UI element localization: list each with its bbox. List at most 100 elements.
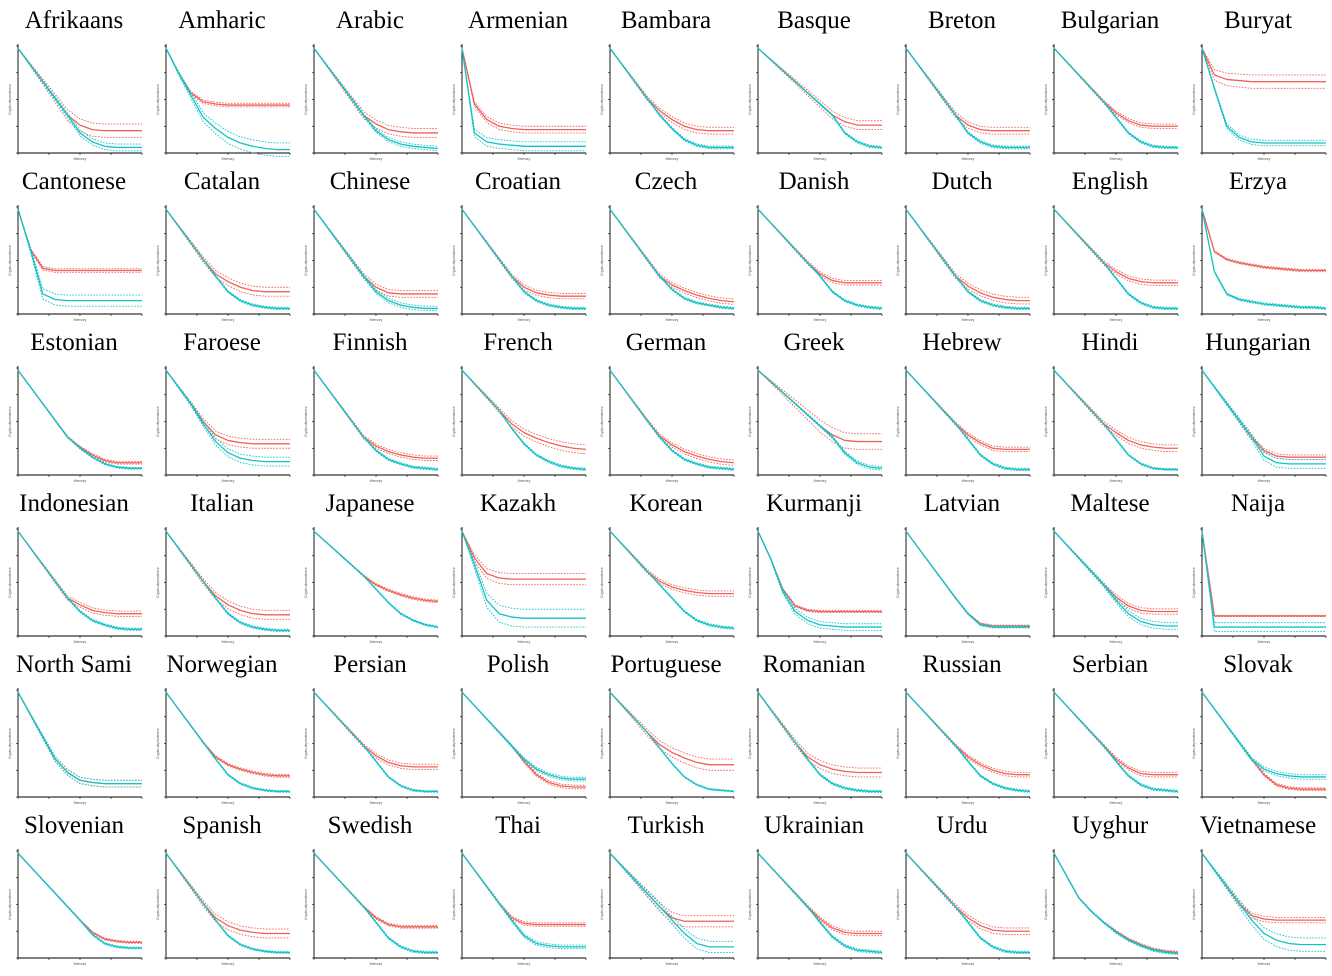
panel-title: Italian bbox=[190, 490, 254, 517]
panel-title: Persian bbox=[333, 651, 407, 678]
series-red-band-line bbox=[17, 47, 142, 125]
panel-title: Maltese bbox=[1070, 490, 1150, 517]
x-axis-label: Memory bbox=[1110, 640, 1123, 644]
series-red-band-line bbox=[1201, 691, 1326, 791]
panel-plot: Memory Crypto-dependence bbox=[1192, 688, 1327, 805]
y-axis-label: Crypto-dependence bbox=[1044, 84, 1048, 115]
panel-title: Latvian bbox=[923, 490, 1001, 517]
chart-panel: Finnish Memory Crypto-dependence bbox=[296, 322, 444, 483]
x-axis-label: Memory bbox=[518, 318, 531, 322]
series-teal-band-line bbox=[313, 47, 439, 152]
y-axis-label: Crypto-dependence bbox=[156, 84, 160, 115]
panel-plot: Memory Crypto-dependence bbox=[452, 44, 587, 161]
series-red-band-line bbox=[461, 691, 586, 790]
series-red-band-line bbox=[313, 530, 439, 604]
series-teal-band-line bbox=[609, 208, 735, 308]
panel-plot: Memory Crypto-dependence bbox=[748, 366, 883, 483]
series-red-band-line bbox=[313, 369, 438, 461]
chart-panel: Latvian Memory Crypto-dependence bbox=[888, 483, 1036, 644]
y-axis-label: Crypto-dependence bbox=[600, 728, 604, 759]
y-axis-label: Crypto-dependence bbox=[452, 728, 456, 759]
series-red-line bbox=[313, 208, 438, 295]
series-red-band-line bbox=[609, 530, 734, 597]
series-red-band-line bbox=[757, 531, 882, 611]
chart-panel: Portuguese Memory Crypto-dependence bbox=[592, 644, 740, 805]
series-red-band-line bbox=[905, 691, 1030, 773]
series-teal-band-line bbox=[1053, 369, 1178, 469]
series-red-line bbox=[757, 369, 882, 443]
panel-title: English bbox=[1071, 168, 1149, 195]
series-teal-band-line bbox=[165, 48, 290, 144]
series-teal-band-line bbox=[905, 47, 1030, 150]
series-red-line bbox=[313, 691, 438, 768]
y-axis-label: Crypto-dependence bbox=[156, 245, 160, 276]
series-red-band-line bbox=[17, 530, 142, 612]
series-red-band-line bbox=[1201, 48, 1326, 89]
series-teal-line bbox=[609, 369, 735, 471]
series-teal-line bbox=[17, 691, 142, 785]
y-axis-label: Crypto-dependence bbox=[1192, 567, 1196, 598]
x-axis-label: Memory bbox=[814, 479, 827, 483]
series-red-band-line bbox=[609, 47, 734, 128]
series-teal-band-line bbox=[17, 530, 142, 631]
panel-plot: Memory Crypto-dependence bbox=[8, 44, 143, 161]
series-teal-band-line bbox=[1053, 530, 1178, 624]
panel-plot: Memory Crypto-dependence bbox=[156, 205, 291, 322]
y-axis-label: Crypto-dependence bbox=[748, 889, 752, 920]
x-axis-label: Memory bbox=[74, 318, 87, 322]
panel-title: Afrikaans bbox=[24, 7, 124, 34]
panel-plot: Memory Crypto-dependence bbox=[8, 849, 143, 966]
series-red-band-line bbox=[1053, 853, 1179, 954]
y-axis-label: Crypto-dependence bbox=[1192, 406, 1196, 437]
x-axis-label: Memory bbox=[1258, 640, 1271, 644]
series-teal-band-line bbox=[17, 852, 142, 950]
y-axis-label: Crypto-dependence bbox=[156, 889, 160, 920]
series-red-band-line bbox=[905, 47, 1030, 128]
x-axis-label: Memory bbox=[962, 157, 975, 161]
panel-plot: Memory Crypto-dependence bbox=[8, 205, 143, 322]
series-teal-band-line bbox=[757, 852, 883, 952]
series-teal-band-line bbox=[165, 530, 290, 632]
x-axis-label: Memory bbox=[1110, 318, 1123, 322]
series-teal-line bbox=[1053, 369, 1178, 471]
series-red-line bbox=[17, 852, 142, 944]
series-teal-band-line bbox=[461, 531, 586, 610]
y-axis-label: Crypto-dependence bbox=[1044, 889, 1048, 920]
series-teal-band-line bbox=[609, 208, 735, 310]
series-teal-line bbox=[905, 369, 1030, 471]
panel-title: Serbian bbox=[1071, 651, 1149, 678]
y-axis-label: Crypto-dependence bbox=[600, 245, 604, 276]
x-axis-label: Memory bbox=[1110, 157, 1123, 161]
series-teal-line bbox=[609, 208, 735, 310]
chart-panel: English Memory Crypto-dependence bbox=[1036, 161, 1184, 322]
panel-title: Slovak bbox=[1223, 651, 1293, 678]
series-red-line bbox=[461, 691, 586, 788]
series-teal-line bbox=[1053, 47, 1178, 149]
series-teal-band-line bbox=[1053, 208, 1178, 310]
series-teal-band-line bbox=[1053, 47, 1178, 147]
series-red-band-line bbox=[461, 369, 587, 446]
chart-panel: Hebrew Memory Crypto-dependence bbox=[888, 322, 1036, 483]
y-axis-label: Crypto-dependence bbox=[8, 245, 12, 276]
series-red-line bbox=[905, 852, 1030, 932]
series-red-band-line bbox=[17, 692, 142, 781]
panel-plot: Memory Crypto-dependence bbox=[304, 527, 439, 644]
series-red-band-line bbox=[165, 369, 290, 440]
panel-plot: Memory Crypto-dependence bbox=[896, 205, 1031, 322]
series-teal-band-line bbox=[757, 369, 883, 467]
series-red-line bbox=[461, 369, 587, 451]
series-teal-band-line bbox=[165, 208, 290, 310]
series-teal-band-line bbox=[1201, 209, 1327, 308]
chart-panel: Thai Memory Crypto-dependence bbox=[444, 805, 592, 966]
panel-plot: Memory Crypto-dependence bbox=[600, 527, 735, 644]
series-teal-band-line bbox=[1053, 369, 1178, 471]
panel-title: Thai bbox=[495, 812, 541, 839]
x-axis-label: Memory bbox=[74, 640, 87, 644]
x-axis-label: Memory bbox=[518, 801, 531, 805]
chart-panel: Spanish Memory Crypto-dependence bbox=[148, 805, 296, 966]
series-red-band-line bbox=[17, 209, 142, 270]
y-axis-label: Crypto-dependence bbox=[896, 567, 900, 598]
series-red-line bbox=[609, 852, 734, 922]
chart-panel: Slovak Memory Crypto-dependence bbox=[1184, 644, 1332, 805]
panel-title: Estonian bbox=[30, 329, 118, 356]
